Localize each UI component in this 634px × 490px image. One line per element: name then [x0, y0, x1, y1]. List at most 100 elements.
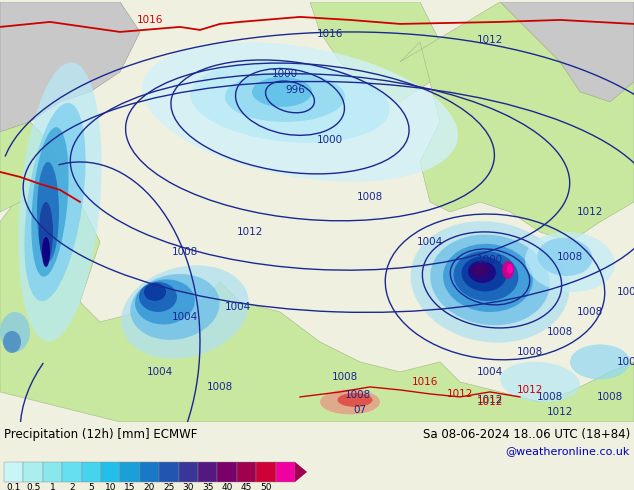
- Text: 1012: 1012: [477, 395, 503, 405]
- Text: 1012: 1012: [547, 407, 573, 417]
- Text: 1008: 1008: [345, 390, 371, 400]
- Text: @weatheronline.co.uk: @weatheronline.co.uk: [506, 446, 630, 456]
- Polygon shape: [0, 2, 140, 132]
- Polygon shape: [0, 122, 60, 212]
- Polygon shape: [500, 2, 634, 102]
- Text: 2: 2: [69, 484, 75, 490]
- Bar: [4, 462, 23, 482]
- Ellipse shape: [139, 282, 177, 312]
- Text: 0.1: 0.1: [6, 484, 21, 490]
- Ellipse shape: [337, 393, 373, 407]
- Text: 1004: 1004: [617, 287, 634, 297]
- Bar: [82, 462, 101, 482]
- Text: 07: 07: [353, 405, 366, 415]
- Bar: [198, 462, 217, 482]
- Ellipse shape: [525, 232, 615, 292]
- Text: 1016: 1016: [317, 29, 343, 39]
- Bar: [159, 462, 179, 482]
- Bar: [62, 462, 82, 482]
- Ellipse shape: [411, 221, 569, 343]
- Text: 1004: 1004: [477, 367, 503, 377]
- Bar: [276, 462, 295, 482]
- Text: 1008: 1008: [172, 247, 198, 257]
- Text: 1016: 1016: [137, 15, 163, 25]
- Bar: [23, 462, 43, 482]
- Text: 1008: 1008: [577, 307, 603, 317]
- Ellipse shape: [37, 162, 59, 262]
- Bar: [256, 462, 276, 482]
- Ellipse shape: [135, 279, 195, 324]
- Text: 1008: 1008: [597, 392, 623, 402]
- Text: 1008: 1008: [537, 392, 563, 402]
- Text: 1004: 1004: [617, 357, 634, 367]
- Text: 1004: 1004: [147, 367, 173, 377]
- Text: 1012: 1012: [447, 389, 473, 399]
- Ellipse shape: [142, 42, 458, 182]
- Ellipse shape: [472, 264, 488, 276]
- Ellipse shape: [500, 362, 580, 402]
- Ellipse shape: [225, 72, 345, 122]
- Text: 1008: 1008: [357, 192, 383, 202]
- Ellipse shape: [144, 283, 166, 301]
- Ellipse shape: [430, 235, 550, 325]
- Text: 50: 50: [260, 484, 271, 490]
- Text: 20: 20: [144, 484, 155, 490]
- Ellipse shape: [39, 202, 53, 262]
- Ellipse shape: [121, 265, 249, 359]
- Text: 1000: 1000: [317, 135, 343, 145]
- Ellipse shape: [252, 77, 312, 107]
- Ellipse shape: [3, 331, 21, 353]
- Bar: [237, 462, 256, 482]
- Text: 35: 35: [202, 484, 214, 490]
- Text: Sa 08-06-2024 18..06 UTC (18+84): Sa 08-06-2024 18..06 UTC (18+84): [423, 428, 630, 441]
- Text: 0.5: 0.5: [26, 484, 41, 490]
- Ellipse shape: [31, 127, 68, 277]
- Ellipse shape: [131, 274, 219, 340]
- Text: 1012: 1012: [517, 385, 543, 395]
- Text: 30: 30: [183, 484, 194, 490]
- Text: 1016: 1016: [412, 377, 438, 387]
- Text: 1008: 1008: [557, 252, 583, 262]
- Text: 1008: 1008: [207, 382, 233, 392]
- Text: 40: 40: [221, 484, 233, 490]
- Text: 25: 25: [163, 484, 174, 490]
- Ellipse shape: [25, 103, 86, 301]
- Bar: [179, 462, 198, 482]
- Bar: [43, 462, 62, 482]
- Ellipse shape: [507, 264, 513, 274]
- Bar: [101, 462, 120, 482]
- Ellipse shape: [18, 62, 101, 342]
- Text: 1008: 1008: [517, 347, 543, 357]
- Ellipse shape: [0, 312, 30, 352]
- Text: 1004: 1004: [417, 237, 443, 247]
- Polygon shape: [295, 462, 307, 482]
- Text: 1000: 1000: [477, 255, 503, 265]
- Ellipse shape: [502, 261, 514, 279]
- Ellipse shape: [42, 237, 50, 267]
- Text: 10: 10: [105, 484, 117, 490]
- Polygon shape: [0, 162, 634, 422]
- Text: 1: 1: [49, 484, 55, 490]
- Text: Precipitation (12h) [mm] ECMWF: Precipitation (12h) [mm] ECMWF: [4, 428, 197, 441]
- Polygon shape: [400, 2, 634, 242]
- Text: 996: 996: [285, 85, 305, 95]
- Ellipse shape: [453, 251, 519, 301]
- Bar: [120, 462, 140, 482]
- Text: 1012: 1012: [237, 227, 263, 237]
- Ellipse shape: [320, 390, 380, 415]
- Text: 1008: 1008: [332, 372, 358, 382]
- Ellipse shape: [462, 256, 507, 292]
- Text: 1004: 1004: [172, 312, 198, 322]
- Text: 45: 45: [241, 484, 252, 490]
- Ellipse shape: [468, 261, 496, 283]
- Text: 1012: 1012: [477, 397, 503, 407]
- Ellipse shape: [443, 244, 533, 312]
- Text: 5: 5: [88, 484, 94, 490]
- Bar: [140, 462, 159, 482]
- Text: 1012: 1012: [577, 207, 603, 217]
- Bar: [217, 462, 237, 482]
- Text: 1004: 1004: [225, 302, 251, 312]
- Polygon shape: [310, 2, 440, 102]
- Ellipse shape: [538, 238, 592, 276]
- Ellipse shape: [570, 344, 630, 379]
